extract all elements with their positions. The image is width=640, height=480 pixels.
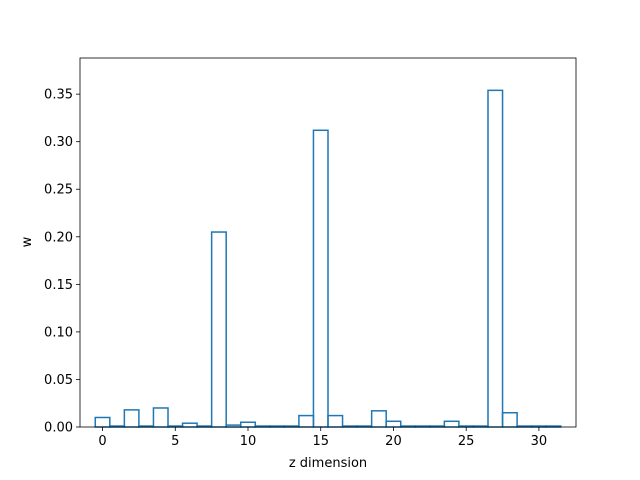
y-tick-label: 0.30 — [44, 135, 73, 150]
x-tick-label: 30 — [531, 434, 548, 449]
y-tick-label: 0.00 — [44, 421, 73, 436]
y-tick-label: 0.20 — [44, 230, 73, 245]
y-tick-label: 0.15 — [44, 278, 73, 293]
y-tick-label: 0.05 — [44, 373, 73, 388]
x-tick-label: 25 — [458, 434, 475, 449]
x-axis-label: z dimension — [289, 456, 367, 471]
x-tick-label: 5 — [171, 434, 179, 449]
x-tick-label: 0 — [98, 434, 106, 449]
y-tick-label: 0.10 — [44, 325, 73, 340]
y-axis-label: w — [20, 236, 35, 247]
x-axis-ticks: 0 5 10 15 20 25 30 — [98, 427, 547, 449]
y-axis-ticks: 0.00 0.05 0.10 0.15 0.20 0.25 0.30 0.35 — [44, 88, 80, 436]
x-tick-label: 15 — [312, 434, 329, 449]
y-tick-label: 0.35 — [44, 88, 73, 103]
x-tick-label: 10 — [240, 434, 257, 449]
plot-frame — [79, 57, 577, 428]
y-tick-label: 0.25 — [44, 183, 73, 198]
x-tick-label: 20 — [385, 434, 402, 449]
